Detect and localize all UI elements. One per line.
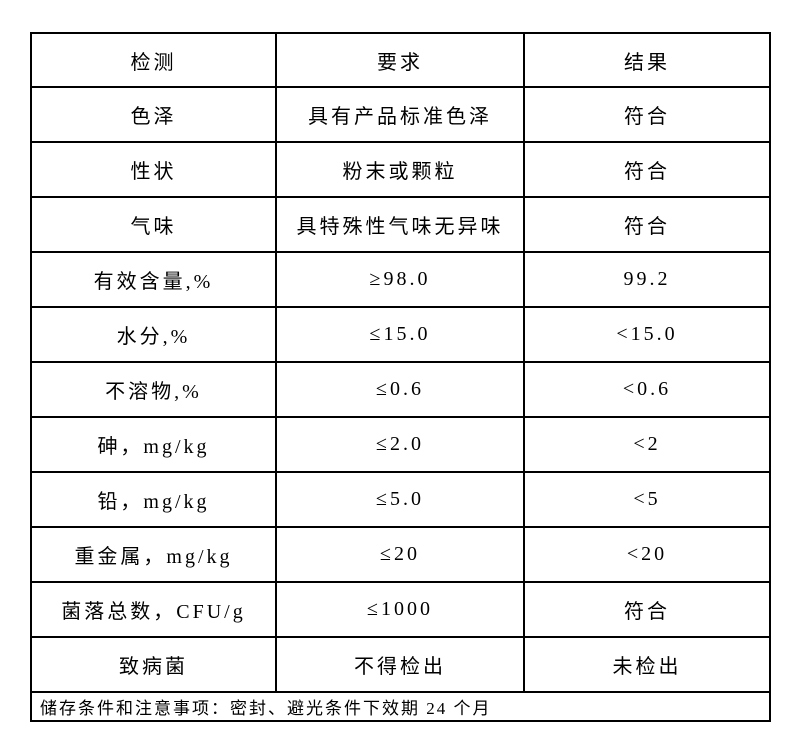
table-row: 气味 具特殊性气味无异味 符合 [30,196,771,253]
cell-result: 符合 [523,196,771,253]
cell-requirement: 粉末或颗粒 [275,141,525,198]
table-row: 水分,% ≤15.0 <15.0 [30,306,771,363]
cell-test-item: 不溶物,% [30,361,277,418]
table-footer-row: 储存条件和注意事项：密封、避光条件下效期 24 个月 [30,691,771,722]
cell-test-item: 铅，mg/kg [30,471,277,528]
cell-test-item: 重金属，mg/kg [30,526,277,583]
cell-requirement: 不得检出 [275,636,525,693]
table-header-row: 检测 要求 结果 [30,32,771,88]
cell-test-item: 性状 [30,141,277,198]
table-row: 重金属，mg/kg ≤20 <20 [30,526,771,583]
header-cell-result: 结果 [523,32,771,88]
table-row: 致病菌 不得检出 未检出 [30,636,771,693]
cell-result: 符合 [523,581,771,638]
cell-result: <15.0 [523,306,771,363]
table-row: 砷，mg/kg ≤2.0 <2 [30,416,771,473]
cell-requirement: ≤5.0 [275,471,525,528]
cell-requirement: ≥98.0 [275,251,525,308]
cell-result: 未检出 [523,636,771,693]
cell-result: 符合 [523,141,771,198]
table-row: 性状 粉末或颗粒 符合 [30,141,771,198]
inspection-table: 检测 要求 结果 色泽 具有产品标准色泽 符合 性状 粉末或颗粒 符合 气味 具… [30,32,771,722]
cell-requirement: 具有产品标准色泽 [275,86,525,143]
cell-test-item: 水分,% [30,306,277,363]
cell-result: <5 [523,471,771,528]
cell-test-item: 砷，mg/kg [30,416,277,473]
cell-requirement: ≤2.0 [275,416,525,473]
cell-requirement: ≤1000 [275,581,525,638]
table-row: 不溶物,% ≤0.6 <0.6 [30,361,771,418]
cell-requirement: ≤15.0 [275,306,525,363]
table-row: 铅，mg/kg ≤5.0 <5 [30,471,771,528]
cell-result: <2 [523,416,771,473]
cell-result: 符合 [523,86,771,143]
table-row: 菌落总数，CFU/g ≤1000 符合 [30,581,771,638]
cell-test-item: 气味 [30,196,277,253]
header-cell-requirement: 要求 [275,32,525,88]
cell-result: <20 [523,526,771,583]
cell-test-item: 致病菌 [30,636,277,693]
header-cell-test: 检测 [30,32,277,88]
cell-test-item: 有效含量,% [30,251,277,308]
storage-note: 储存条件和注意事项：密封、避光条件下效期 24 个月 [30,691,771,722]
cell-result: 99.2 [523,251,771,308]
cell-test-item: 菌落总数，CFU/g [30,581,277,638]
table-row: 有效含量,% ≥98.0 99.2 [30,251,771,308]
cell-requirement: ≤20 [275,526,525,583]
cell-requirement: ≤0.6 [275,361,525,418]
cell-result: <0.6 [523,361,771,418]
cell-test-item: 色泽 [30,86,277,143]
table-row: 色泽 具有产品标准色泽 符合 [30,86,771,143]
cell-requirement: 具特殊性气味无异味 [275,196,525,253]
